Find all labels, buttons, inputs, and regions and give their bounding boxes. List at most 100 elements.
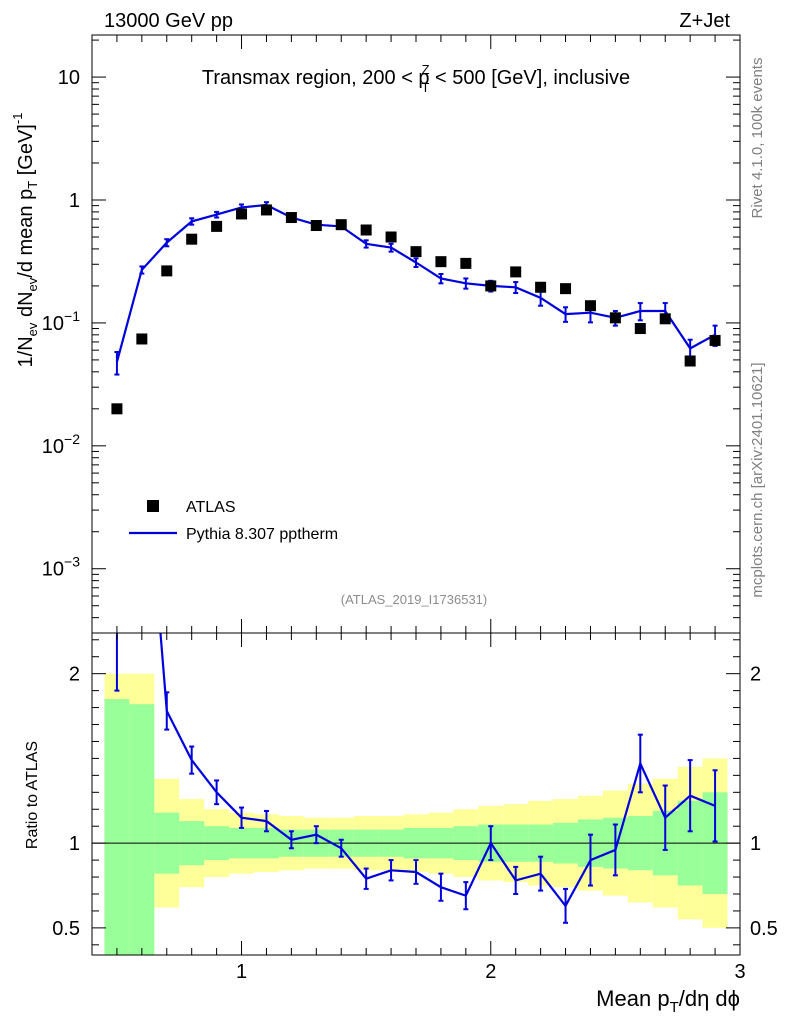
main-plot-area <box>111 201 721 415</box>
process-label: Z+Jet <box>679 10 730 32</box>
ratio-errorbar <box>263 809 269 833</box>
ratio-errorbar <box>214 779 220 806</box>
ratio-errorbar <box>413 859 419 885</box>
ratio-errorbar <box>513 865 519 895</box>
atlas-data-point <box>236 208 248 220</box>
atlas-data-point <box>435 256 447 268</box>
atlas-data-point <box>186 233 198 245</box>
ratio-errorbar <box>612 823 618 877</box>
ratio-errorbar <box>313 825 319 845</box>
ratio-tick-label-left: 2 <box>69 664 80 686</box>
ratio-errorbar <box>388 859 394 882</box>
ratio-errorbar <box>438 872 444 902</box>
ratio-errorbar <box>587 833 593 887</box>
y-axis-label: 1/Nev dNev/d mean pT [GeV]-1 <box>10 113 40 368</box>
ratio-axis-label: Ratio to ATLAS <box>24 741 41 849</box>
ratio-errorbar <box>687 759 693 833</box>
band-inner-segment <box>129 704 155 955</box>
ratio-tick-label-right: 1 <box>750 833 761 855</box>
x-tick-labels: 1 2 3 <box>236 961 746 983</box>
ratio-errorbar <box>189 745 195 775</box>
mc-errorbar <box>139 265 145 275</box>
mc-errorbar <box>637 302 643 322</box>
rivet-version-label: Rivet 4.1.0, 100k events <box>749 58 766 219</box>
legend: ATLAS Pythia 8.307 pptherm <box>129 499 338 543</box>
analysis-watermark: (ATLAS_2019_I1736531) <box>341 592 487 607</box>
y-tick-label: 10 <box>58 67 80 89</box>
atlas-data-point <box>211 220 223 232</box>
mc-series-line <box>115 203 716 363</box>
main-panel: Transmax region, 200 < pZ T < 500 [GeV], … <box>10 34 741 634</box>
mc-errorbar <box>438 272 444 285</box>
ratio-tick-label-right: 0.5 <box>750 918 778 940</box>
ratio-errorbar <box>139 369 144 437</box>
mc-errorbar <box>388 242 394 253</box>
y-tick-label: 10−2 <box>42 431 80 458</box>
main-ticks <box>91 35 741 634</box>
uncertainty-band-inner <box>104 699 728 955</box>
x-axis-label: Mean pT/dη dϕ <box>596 986 740 1016</box>
atlas-data-point <box>335 219 347 231</box>
ratio-errorbar <box>637 733 643 794</box>
atlas-data-point <box>460 257 472 269</box>
ratio-errorbar-layer <box>114 369 718 924</box>
ratio-errorbar <box>338 838 344 858</box>
ratio-errorbar <box>662 784 668 851</box>
atlas-data-point <box>161 265 173 277</box>
chart-title: Transmax region, 200 < pZ T < 500 [GeV], … <box>202 62 630 95</box>
ratio-panel: 2 2 1 1 0.5 0.5 Ratio to ATLAS <box>24 369 778 956</box>
mc-errorbar <box>114 350 120 376</box>
atlas-data-point <box>684 355 696 367</box>
mc-errorbar <box>563 306 569 323</box>
ratio-frame <box>91 632 741 956</box>
mcplots-label: mcplots.cern.ch [arXiv:2401.10621] <box>749 362 766 597</box>
ratio-errorbar <box>239 806 245 829</box>
atlas-data-point <box>560 283 572 295</box>
atlas-data-point <box>136 333 148 345</box>
ratio-errorbar <box>114 633 120 692</box>
atlas-data-point <box>111 403 123 415</box>
atlas-data-point <box>709 334 721 346</box>
x-tick-label: 1 <box>236 961 247 983</box>
atlas-data-point <box>584 300 596 312</box>
atlas-data-point <box>260 204 272 216</box>
ratio-errorbar <box>712 769 718 843</box>
mc-errorbar-layer <box>114 201 718 376</box>
legend-atlas-label: ATLAS <box>186 499 236 516</box>
ratio-errorbar <box>538 855 544 892</box>
legend-atlas-marker <box>147 500 159 512</box>
atlas-data-point <box>659 313 671 325</box>
band-inner-segment <box>104 699 130 955</box>
ratio-tick-label-left: 1 <box>69 833 80 855</box>
atlas-data-point <box>634 323 646 335</box>
collision-label: 13000 GeV pp <box>104 10 233 32</box>
ratio-plot-area <box>92 369 740 955</box>
atlas-data-point <box>485 280 497 292</box>
mc-errorbar <box>214 210 220 219</box>
mc-errorbar <box>513 281 519 295</box>
ratio-tick-label-left: 0.5 <box>52 918 80 940</box>
x-tick-label: 2 <box>485 961 496 983</box>
x-tick-label: 3 <box>734 961 745 983</box>
atlas-data-point <box>285 212 297 224</box>
legend-mc-label: Pythia 8.307 pptherm <box>186 526 338 543</box>
atlas-data-point <box>535 281 547 293</box>
ratio-errorbar <box>288 830 294 850</box>
mc-line-layer <box>115 203 716 363</box>
ratio-errorbar <box>463 881 469 911</box>
atlas-data-point <box>410 246 422 258</box>
ratio-errorbar <box>488 825 494 862</box>
mc-errorbar <box>413 257 419 269</box>
y-tick-labels: 10 1 10−1 10−2 10−3 <box>42 67 80 581</box>
atlas-data-point <box>360 224 372 236</box>
ratio-tick-label-right: 2 <box>750 664 761 686</box>
mc-errorbar <box>463 277 469 290</box>
ratio-errorbar <box>363 867 369 890</box>
atlas-data-point <box>609 312 621 324</box>
mc-errorbar <box>363 239 369 249</box>
atlas-marker-layer <box>111 204 721 415</box>
mc-errorbar <box>189 217 195 226</box>
y-tick-label: 1 <box>69 190 80 212</box>
ratio-errorbar <box>563 887 569 924</box>
